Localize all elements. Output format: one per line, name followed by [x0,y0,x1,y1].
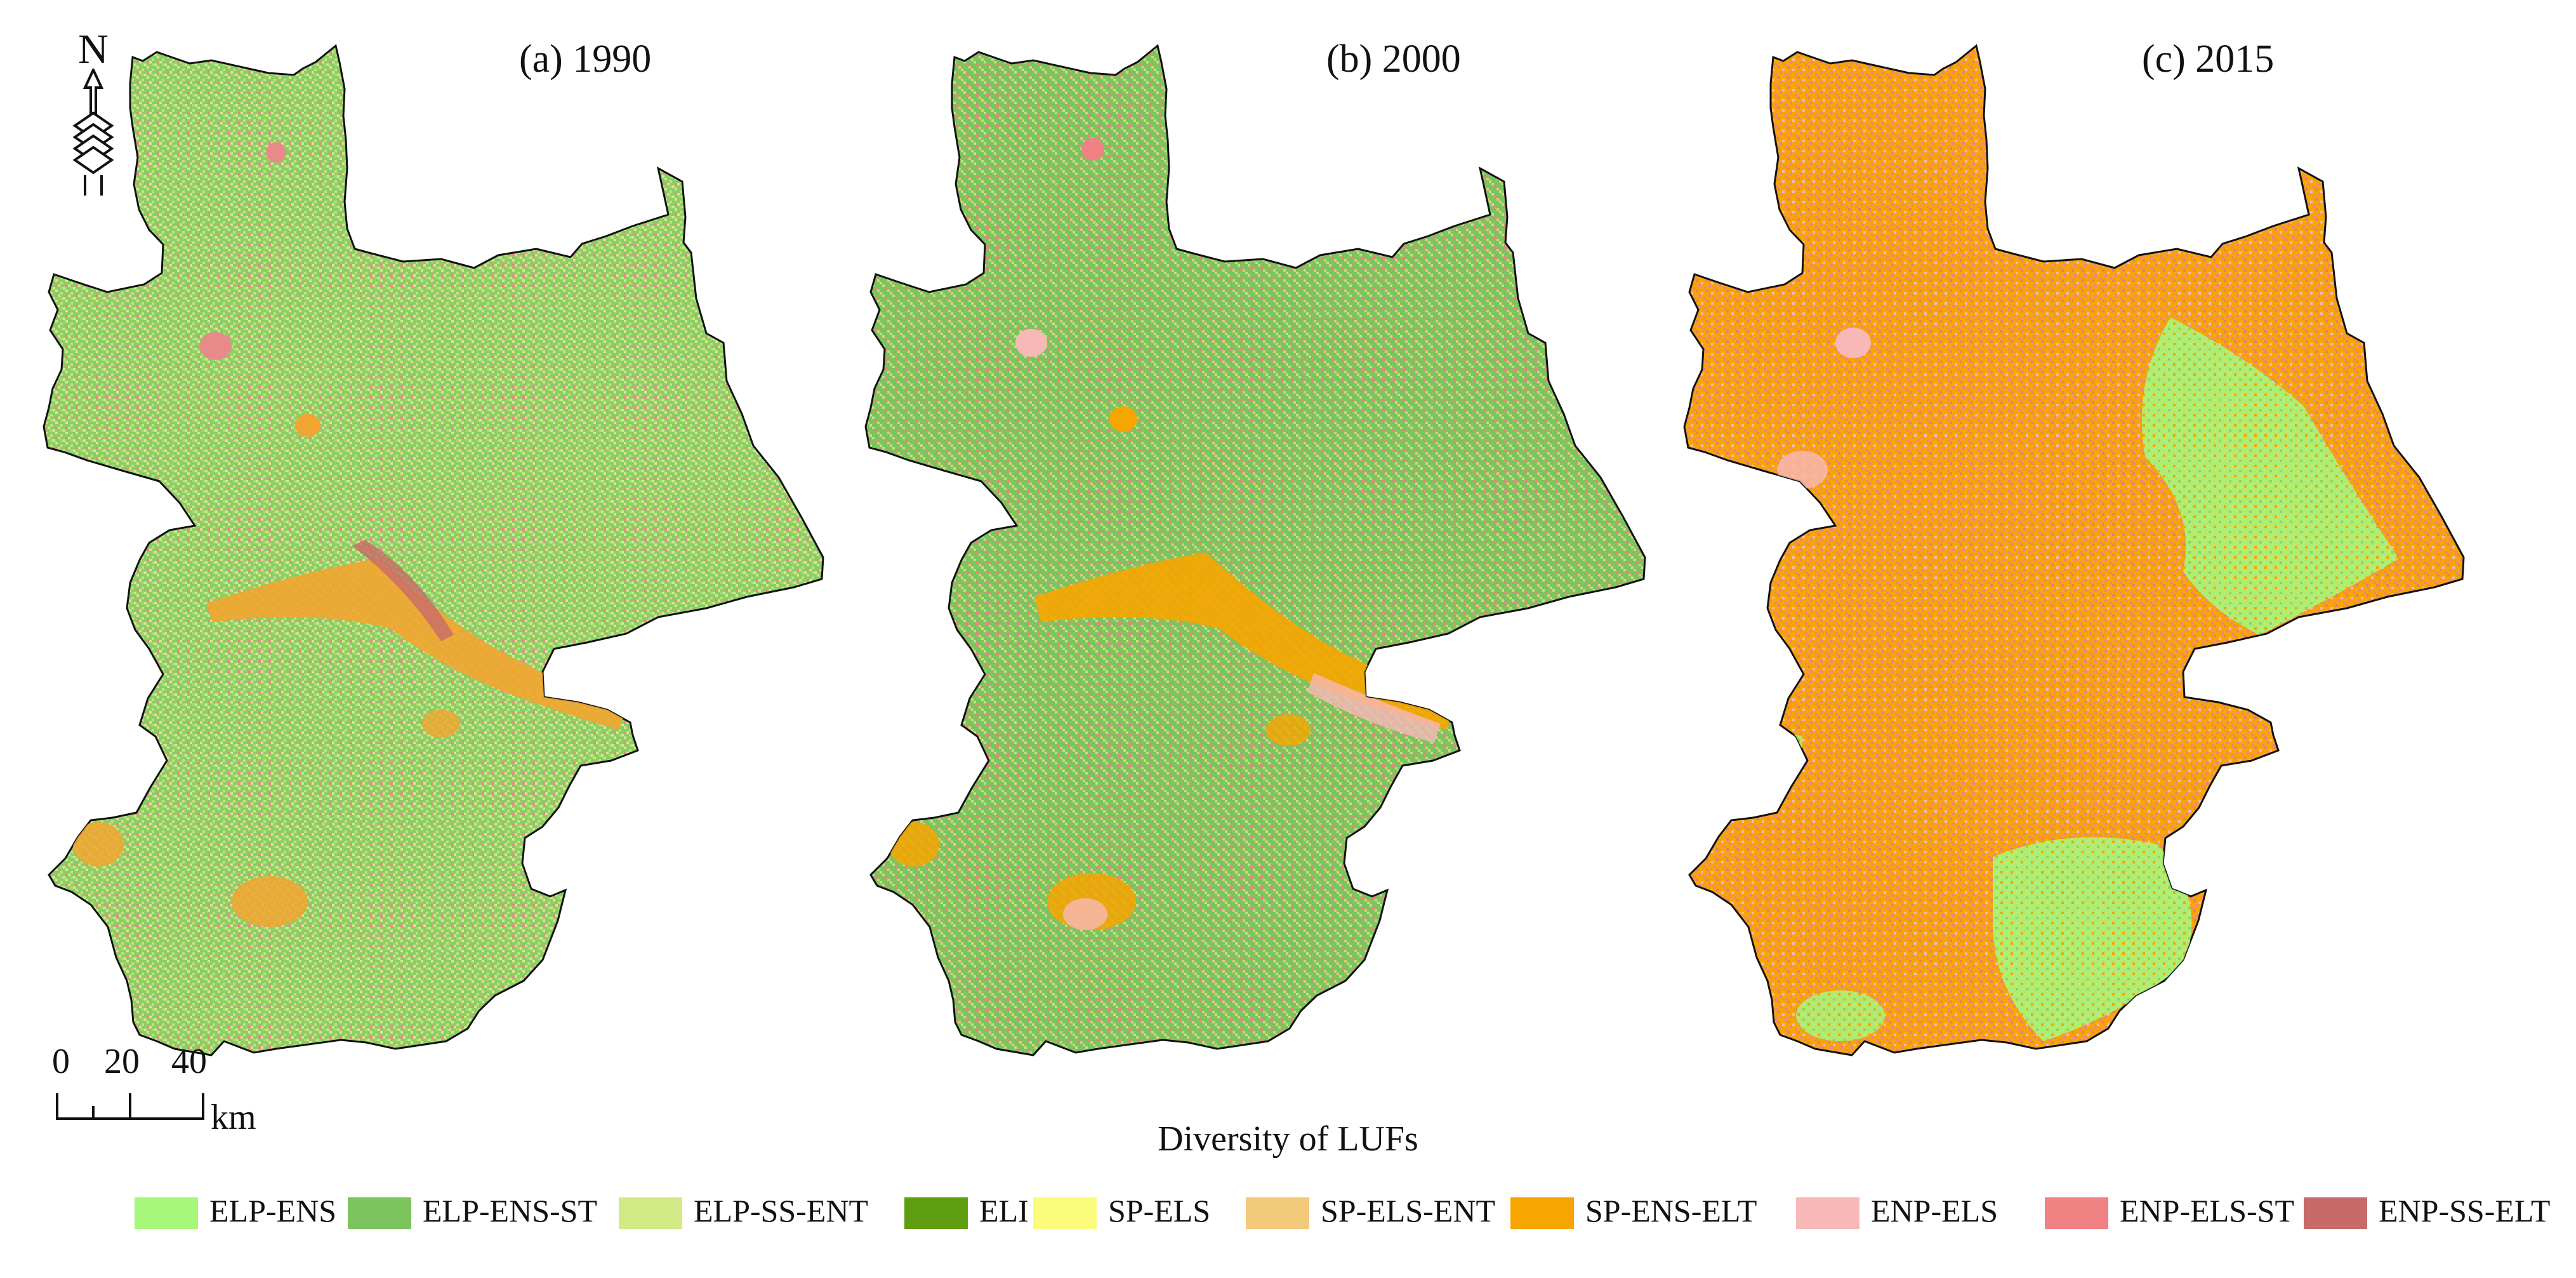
legend-label: SP-ELS-ENT [1321,1193,1495,1228]
legend-swatch [1033,1197,1097,1229]
green-area-south [1993,837,2192,1041]
legend-swatch [2304,1197,2367,1229]
scale-label-0: 0 [52,1042,70,1081]
north-arrow: N [71,26,116,205]
legend-swatch [1796,1197,1859,1229]
panel-title-1990: (a) 1990 [519,37,652,81]
panel-title-2015: (c) 2015 [2142,37,2275,81]
legend-label: ELP-SS-ENT [694,1193,868,1228]
north-arrow-icon [72,67,114,196]
legend-swatch [904,1197,968,1229]
map-panel-1990 [43,44,824,1056]
scale-label-20: 20 [104,1042,140,1081]
scale-bar-line [56,1093,204,1120]
north-letter: N [78,26,109,72]
legend-swatch [619,1197,682,1229]
scale-label-40: 40 [171,1042,207,1081]
panel-title-2000: (b) 2000 [1326,37,1461,81]
legend-swatch [1246,1197,1309,1229]
green-area-east [2142,317,2399,635]
map-panel-2015 [1683,44,2465,1056]
urban-corridor [206,559,625,730]
legend-title: Diversity of LUFs [1158,1119,1418,1159]
legend-label: ELP-ENS-ST [423,1193,597,1228]
legend-swatch [348,1197,411,1229]
legend-label: SP-ENS-ELT [1585,1193,1757,1228]
legend-swatch [2045,1197,2108,1229]
legend-label: ELP-ENS [209,1193,336,1228]
map-panel-2000 [864,44,1646,1056]
legend-label: ENP-ELS-ST [2120,1193,2294,1228]
scale-unit: km [211,1098,256,1137]
legend: ELP-ENS ELP-ENS-ST ELP-SS-ENT ELI SP-ELS… [0,1188,2576,1239]
legend-swatch [135,1197,198,1229]
legend-label: ENP-ELS [1871,1193,1998,1228]
legend-label: SP-ELS [1108,1193,1211,1228]
legend-label: ELI [979,1193,1029,1228]
legend-label: ENP-SS-ELT [2379,1193,2551,1228]
legend-swatch [1510,1197,1574,1229]
